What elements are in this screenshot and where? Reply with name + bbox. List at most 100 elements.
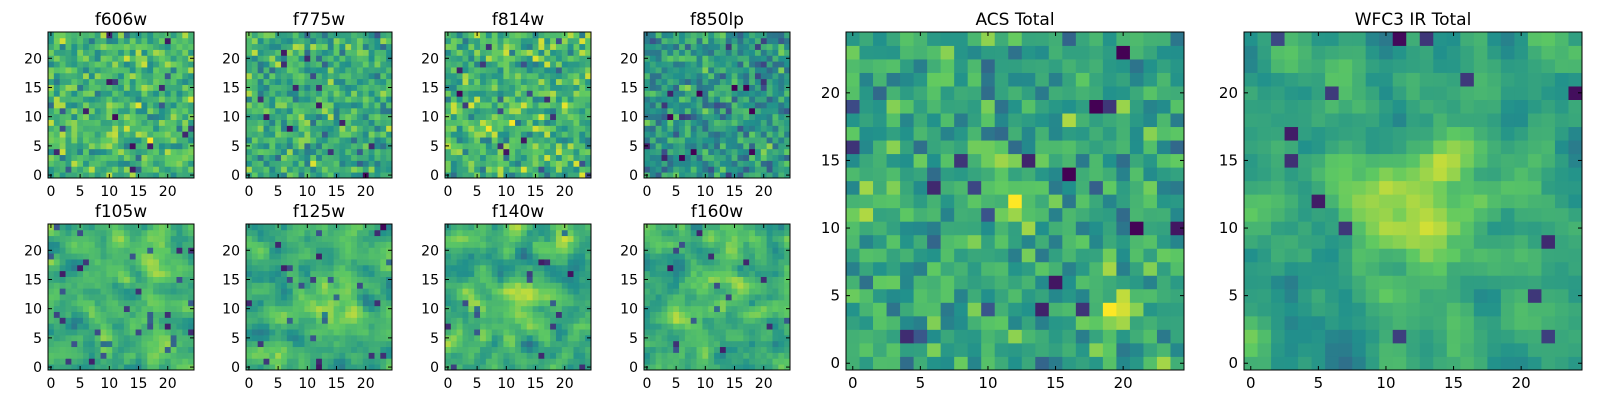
heatmap-cell — [298, 78, 305, 85]
heatmap-cell — [188, 352, 195, 359]
heatmap-cell — [269, 317, 276, 324]
heatmap-cell — [164, 264, 172, 272]
heatmap-cell — [491, 55, 498, 62]
heatmap-cell — [579, 247, 586, 254]
heatmap-cell — [316, 323, 323, 330]
heatmap-cell — [708, 148, 715, 156]
heatmap-cell — [515, 317, 522, 324]
heatmap-cell — [743, 166, 750, 173]
heatmap-cell — [286, 270, 294, 277]
heatmap-cell — [71, 247, 78, 254]
heatmap-cell — [649, 317, 657, 324]
heatmap-cell — [374, 323, 381, 330]
heatmap-cell — [690, 49, 697, 56]
heatmap-cell — [661, 305, 668, 312]
heatmap-cell — [304, 340, 311, 348]
panel-title: f125w — [293, 202, 345, 222]
heatmap-cell — [579, 323, 586, 330]
heatmap-cell — [661, 288, 668, 295]
y-tick-label: 15 — [421, 272, 439, 288]
heatmap-cell — [141, 172, 148, 179]
heatmap-cell — [532, 142, 539, 150]
heatmap-cell — [374, 299, 381, 307]
heatmap-cell — [743, 125, 750, 132]
heatmap-cell — [450, 329, 458, 336]
heatmap-cell — [684, 317, 692, 324]
heatmap-cell — [118, 317, 125, 324]
heatmap-cell — [474, 229, 481, 237]
heatmap-cell — [158, 270, 166, 277]
heatmap-cell — [684, 107, 692, 115]
heatmap-cell — [520, 235, 528, 242]
heatmap-cell — [480, 166, 487, 173]
heatmap-cell — [147, 142, 154, 150]
heatmap-cell — [269, 323, 276, 330]
heatmap-cell — [286, 107, 294, 115]
heatmap-cell — [59, 148, 66, 156]
heatmap-cell — [766, 294, 773, 301]
heatmap-cell — [474, 346, 481, 353]
heatmap-cell — [362, 340, 370, 348]
heatmap-cell — [649, 49, 657, 56]
heatmap-cell — [298, 270, 305, 277]
heatmap-cell — [526, 305, 533, 312]
heatmap-cell — [263, 276, 270, 283]
heatmap-cell — [544, 311, 551, 318]
heatmap-cell — [141, 142, 148, 150]
heatmap-cell — [316, 96, 323, 103]
heatmap-cell — [316, 43, 323, 50]
heatmap-cell — [339, 264, 346, 272]
heatmap-cell — [661, 299, 668, 307]
heatmap-cell — [579, 229, 586, 237]
heatmap-cell — [743, 305, 750, 312]
heatmap-cell — [749, 305, 756, 312]
heatmap-cell — [257, 113, 264, 120]
heatmap-cell — [743, 37, 750, 45]
heatmap-cell — [123, 84, 131, 91]
heatmap-cell — [386, 352, 393, 359]
heatmap-cell — [485, 329, 493, 336]
heatmap-cell — [696, 131, 703, 138]
heatmap-cell — [760, 96, 768, 103]
heatmap-cell — [135, 340, 142, 348]
heatmap-cell — [550, 96, 557, 103]
heatmap-cells — [48, 32, 195, 179]
heatmap-cell — [696, 113, 703, 120]
heatmap-cell — [573, 323, 580, 330]
heatmap-cell — [585, 102, 592, 109]
heatmap-cell — [362, 55, 370, 62]
heatmap-cell — [158, 125, 166, 132]
heatmap-cell — [480, 311, 487, 318]
heatmap-cell — [515, 96, 522, 103]
heatmap-cell — [164, 259, 172, 266]
heatmap-cell — [71, 264, 78, 272]
heatmap-cell — [673, 352, 680, 359]
heatmap-cell — [123, 224, 131, 231]
heatmap-cell — [485, 125, 493, 132]
heatmap-cell — [515, 264, 522, 272]
heatmap-cell — [158, 241, 166, 248]
heatmap-cell — [719, 299, 727, 307]
heatmap-cell — [368, 32, 375, 39]
heatmap-cell — [509, 294, 516, 301]
heatmap-cell — [251, 329, 259, 336]
heatmap-cell — [468, 72, 475, 80]
heatmap-cell — [655, 113, 662, 120]
heatmap-cell — [106, 253, 113, 260]
heatmap-cell — [515, 166, 522, 173]
heatmap-cell — [538, 323, 545, 330]
heatmap-cell — [263, 358, 270, 365]
heatmap-cell — [106, 311, 113, 318]
heatmap-cell — [257, 137, 264, 144]
heatmap-cell — [573, 235, 580, 242]
heatmap-cell — [380, 96, 387, 103]
heatmap-cell — [673, 305, 680, 312]
heatmap-cell — [368, 55, 375, 62]
heatmap-cell — [374, 55, 381, 62]
heatmap-cell — [188, 102, 195, 109]
heatmap-cell — [59, 43, 66, 50]
heatmap-cell — [263, 311, 270, 318]
heatmap-cell — [754, 340, 762, 348]
heatmap-cell — [480, 317, 487, 324]
heatmap-cell — [351, 61, 358, 68]
